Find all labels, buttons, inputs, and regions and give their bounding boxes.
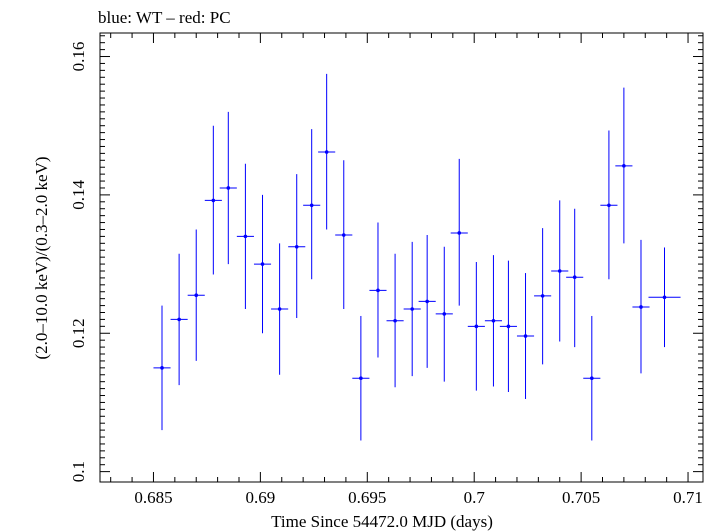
x-tick-label: 0.705 <box>562 488 600 507</box>
data-point <box>369 222 387 358</box>
data-point <box>170 253 188 386</box>
data-point <box>303 129 321 280</box>
data-points <box>153 73 681 441</box>
y-tick-label: 0.12 <box>69 318 88 348</box>
y-tick-label: 0.14 <box>69 180 88 210</box>
data-point <box>253 194 272 334</box>
data-point <box>153 305 171 431</box>
point-marker <box>457 231 462 235</box>
x-tick-label: 0.695 <box>348 488 386 507</box>
point-marker <box>277 307 282 311</box>
data-point <box>516 273 535 399</box>
x-tick-label: 0.69 <box>245 488 275 507</box>
point-marker <box>607 203 611 208</box>
data-point <box>632 239 650 374</box>
data-point <box>204 125 222 275</box>
data-point <box>219 111 237 265</box>
point-marker <box>309 203 314 208</box>
data-point <box>288 174 306 319</box>
x-tick-label: 0.71 <box>673 488 703 507</box>
point-marker <box>557 269 562 273</box>
point-marker <box>662 295 667 300</box>
point-marker <box>260 262 265 266</box>
data-point <box>499 260 517 393</box>
data-point <box>583 315 601 441</box>
data-point <box>236 163 254 310</box>
y-tick-label: 0.1 <box>69 461 88 482</box>
data-point <box>271 243 289 375</box>
point-marker <box>177 317 181 322</box>
data-point <box>467 261 485 391</box>
data-point <box>318 73 336 230</box>
plot-frame <box>99 32 704 483</box>
data-point <box>484 255 502 387</box>
point-marker <box>474 324 479 329</box>
y-axis-label: (2.0–10.0 keV)/(0.3–2.0 keV) <box>32 156 51 359</box>
data-point <box>187 229 205 361</box>
point-marker <box>442 312 447 316</box>
data-point <box>534 228 552 365</box>
point-marker <box>341 233 346 237</box>
point-marker <box>226 186 231 190</box>
point-marker <box>160 366 164 370</box>
point-marker <box>622 164 626 168</box>
point-marker <box>376 288 380 293</box>
point-marker <box>540 294 545 298</box>
point-marker <box>359 376 363 381</box>
data-point <box>335 160 353 310</box>
data-point <box>450 158 468 306</box>
point-marker <box>393 319 397 323</box>
point-marker <box>324 150 329 154</box>
point-marker <box>410 307 414 311</box>
point-marker <box>639 305 643 309</box>
data-point <box>386 253 404 388</box>
chart-title: blue: WT – red: PC <box>98 8 231 27</box>
point-marker <box>194 293 199 298</box>
data-point <box>352 315 370 441</box>
x-axis-ticks: 0.685 0.69 0.695 0.7 0.705 0.71 <box>110 33 703 507</box>
point-marker <box>590 376 594 381</box>
point-marker <box>243 234 248 239</box>
data-point <box>435 246 453 382</box>
data-point <box>600 130 618 280</box>
point-marker <box>425 299 429 304</box>
y-tick-label: 0.16 <box>69 42 88 72</box>
point-marker <box>572 275 577 280</box>
data-point <box>615 87 633 244</box>
y-axis-ticks: 0.1 0.12 0.14 0.16 <box>69 35 703 482</box>
point-marker <box>491 319 496 323</box>
point-marker <box>294 244 299 249</box>
data-point <box>566 208 584 348</box>
point-marker <box>506 324 511 329</box>
data-point <box>403 241 421 377</box>
x-tick-label: 0.685 <box>134 488 172 507</box>
point-marker <box>211 198 216 203</box>
data-point <box>418 235 436 368</box>
data-point <box>551 200 569 342</box>
data-point <box>648 247 681 348</box>
point-marker <box>523 334 528 338</box>
x-tick-label: 0.7 <box>464 488 486 507</box>
x-axis-label: Time Since 54472.0 MJD (days) <box>271 512 493 531</box>
